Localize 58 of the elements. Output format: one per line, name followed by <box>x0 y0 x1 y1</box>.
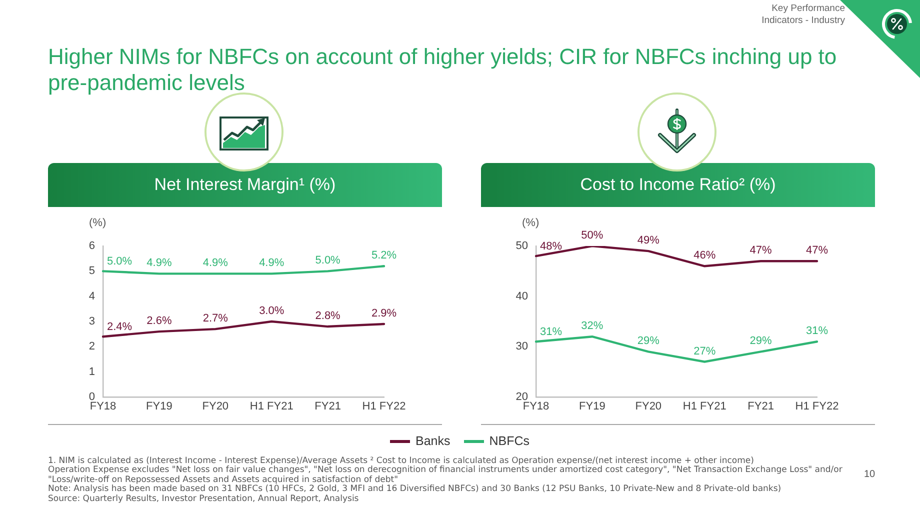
text: Note: Analysis has been made based on 31 NBFCs (10 HFCs, 2 Gold, 3 MFI and 16 Diversified NBFCs) and 30 Banks (12 PSU Banks, 10 Private-New and 8 Private-old banks) <box>48 484 782 494</box>
text: Key Performance Indicators - Industry <box>760 3 845 27</box>
x-tick-label: FY18 <box>522 400 550 413</box>
legend-label: Banks <box>415 434 450 448</box>
data-label: 27% <box>694 345 716 358</box>
y-tick-label: 2 <box>88 340 95 353</box>
data-label: 50% <box>581 230 604 242</box>
x-tick-label: FY21 <box>748 400 774 413</box>
text: 1. NIM is calculated as (Interest Income - Interest Expense)/Average Assets ² Cost to Income is calculated as Operation expense/(net interest income + other income) <box>48 456 754 466</box>
y-tick-label: 1 <box>88 366 95 378</box>
data-label: 4.9% <box>259 257 284 270</box>
y-tick-label: 3 <box>88 316 95 328</box>
y-tick-label: 6 <box>88 240 95 252</box>
source-note: Source: Quarterly Results, Investor Presentation, Annual Report, Analysis <box>48 494 360 504</box>
data-label: 5.0% <box>315 254 341 267</box>
data-label: 29% <box>637 335 660 348</box>
y-tick-label: 4 <box>88 290 95 302</box>
x-tick-label: FY20 <box>202 400 229 413</box>
y-axis-title: (%) <box>522 217 540 230</box>
data-label: 31% <box>806 325 828 338</box>
x-tick-label: FY19 <box>146 400 172 413</box>
data-label: 32% <box>581 320 604 332</box>
data-label: 5.2% <box>371 250 397 262</box>
y-axis-title: (%) <box>89 217 106 230</box>
data-label: 2.8% <box>315 310 341 322</box>
data-label: 2.9% <box>371 308 397 320</box>
data-label: 47% <box>806 244 828 257</box>
data-label: 31% <box>540 326 562 338</box>
data-label: 2.7% <box>202 312 228 325</box>
text: 10 <box>864 469 876 480</box>
x-tick-label: FY19 <box>579 400 606 413</box>
data-label: 5.0% <box>107 256 132 268</box>
data-label: 48% <box>540 240 562 253</box>
data-label: 2.6% <box>146 315 172 328</box>
x-tick-label: FY18 <box>90 400 116 413</box>
x-tick-label: H1 FY21 <box>250 400 294 413</box>
chart-title: Net Interest Margin¹ (%) <box>153 175 337 195</box>
data-label: 4.9% <box>202 257 228 270</box>
data-label: 3.0% <box>259 305 284 318</box>
x-tick-label: H1 FY22 <box>795 400 839 413</box>
data-label: 2.4% <box>107 321 132 334</box>
data-label: 46% <box>694 250 716 262</box>
text: Operation Expense excludes "Net loss on fair value changes", "Net loss on derecognition of financial instruments under amortized cost category", "Net Transaction Exchange Loss" and/or "Loss/write-off on Repossessed Assets and Assets acquired in satisfaction of debt" <box>48 465 844 485</box>
y-tick-label: 50 <box>516 240 528 252</box>
x-tick-label: H1 FY22 <box>362 400 406 413</box>
data-label: 29% <box>750 335 772 348</box>
x-tick-label: FY20 <box>635 400 662 413</box>
y-tick-label: 5 <box>88 265 95 278</box>
y-tick-label: 30 <box>516 340 528 353</box>
x-tick-label: FY21 <box>314 400 341 413</box>
y-tick-label: 40 <box>516 290 528 302</box>
chart-title: Cost to Income Ratio² (%) <box>579 175 777 195</box>
x-tick-label: H1 FY21 <box>682 400 726 413</box>
legend-label: NBFCs <box>489 434 530 448</box>
data-label: 4.9% <box>146 257 172 270</box>
data-label: 49% <box>637 234 660 247</box>
data-label: 47% <box>750 244 772 257</box>
text: Higher NIMs for NBFCs on account of higher yields; CIR for NBFCs inching up to pre-pandemic levels <box>48 44 838 96</box>
